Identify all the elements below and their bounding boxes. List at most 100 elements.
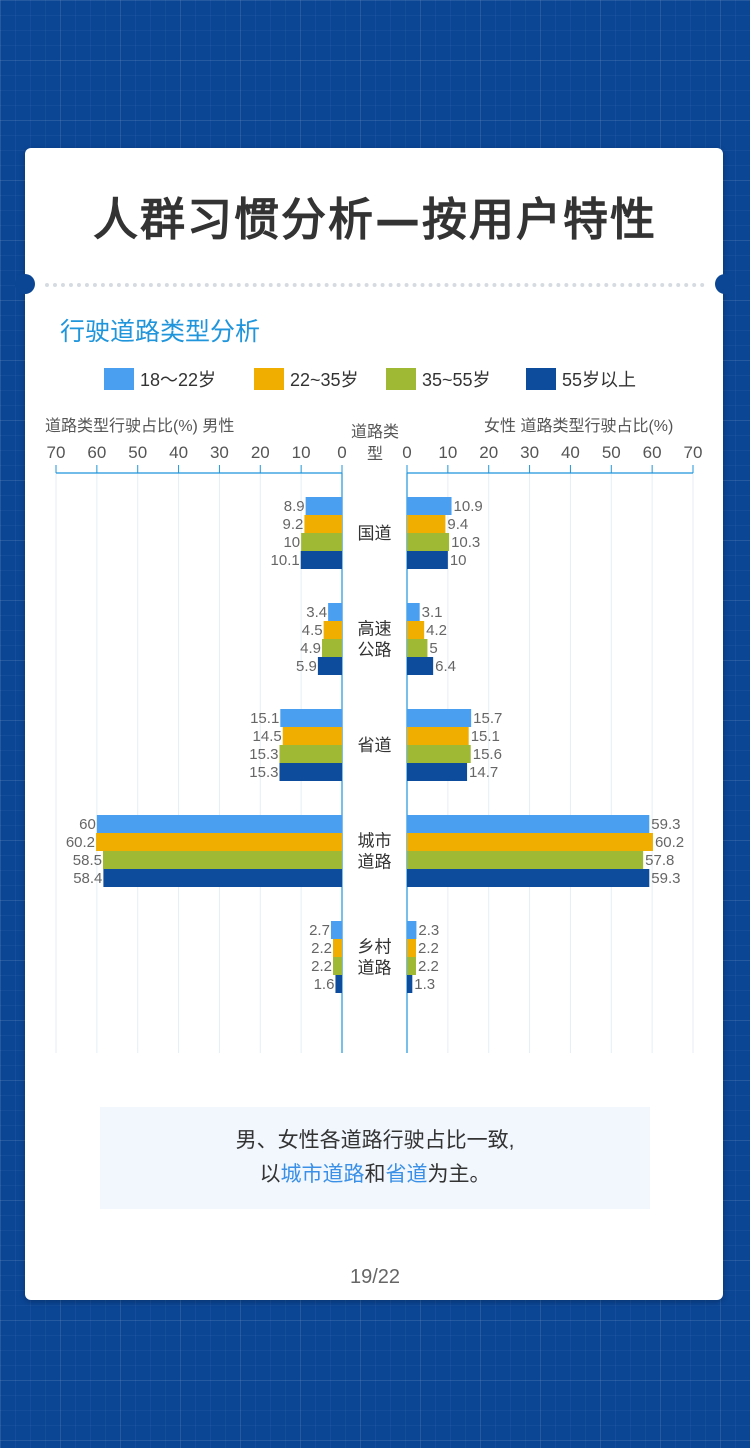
data-label-male-4-1: 2.2 (311, 940, 332, 957)
bar-female-1-3 (407, 657, 434, 675)
bar-female-0-0 (407, 497, 452, 515)
data-label-male-0-0: 8.9 (284, 498, 305, 515)
bar-male-4-1 (333, 939, 342, 957)
category-label-2: 省道 (358, 736, 392, 756)
legend-item-3: 35~55岁 (386, 366, 491, 392)
tick-label-female-40: 40 (561, 443, 580, 462)
tick-label-female-70: 70 (684, 443, 703, 462)
category-label-0: 国道 (358, 524, 392, 544)
bar-female-1-0 (407, 603, 420, 621)
data-label-female-0-3: 10 (450, 552, 467, 569)
data-label-female-2-1: 15.1 (471, 728, 500, 745)
data-label-female-1-0: 3.1 (422, 604, 443, 621)
bar-female-2-1 (407, 727, 469, 745)
data-label-male-2-0: 15.1 (250, 710, 279, 727)
data-label-male-0-3: 10.1 (271, 552, 300, 569)
tick-label-female-0: 0 (402, 443, 411, 462)
tick-label-male-40: 40 (169, 443, 188, 462)
data-label-male-1-2: 4.9 (300, 640, 321, 657)
data-label-female-4-1: 2.2 (418, 940, 439, 957)
tick-label-male-20: 20 (251, 443, 270, 462)
bar-male-3-0 (96, 815, 342, 833)
tick-label-female-10: 10 (438, 443, 457, 462)
legend-item-1: 18～22岁 (104, 366, 216, 392)
bar-male-1-0 (328, 603, 342, 621)
bar-female-4-2 (407, 957, 416, 975)
bar-female-1-2 (407, 639, 428, 657)
bar-male-1-2 (321, 639, 342, 657)
bar-male-4-0 (330, 921, 342, 939)
legend-label-2: 22~35岁 (290, 370, 359, 390)
summary-box: 男、女性各道路行驶占比一致, 以城市道路和省道为主。 (100, 1107, 650, 1209)
data-label-female-2-2: 15.6 (473, 746, 502, 763)
bar-male-3-2 (102, 851, 342, 869)
data-label-male-2-3: 15.3 (249, 764, 278, 781)
data-label-male-0-2: 10 (283, 534, 300, 551)
card-notch-left-cover (15, 274, 35, 294)
tick-label-female-30: 30 (520, 443, 539, 462)
tick-label-male-70: 70 (47, 443, 66, 462)
data-label-male-2-2: 15.3 (249, 746, 278, 763)
bar-female-2-2 (407, 745, 471, 763)
legend-swatch-1 (104, 368, 134, 390)
bar-female-3-2 (407, 851, 644, 869)
tick-label-male-30: 30 (210, 443, 229, 462)
tick-label-female-50: 50 (602, 443, 621, 462)
tick-label-male-0: 0 (337, 443, 346, 462)
legend-item-2: 22~35岁 (254, 366, 359, 392)
bar-male-0-3 (300, 551, 342, 569)
bar-female-0-1 (407, 515, 446, 533)
data-label-male-4-0: 2.7 (309, 922, 330, 939)
bar-male-3-1 (96, 833, 342, 851)
tick-label-male-10: 10 (292, 443, 311, 462)
section-title: 行驶道路类型分析 (60, 317, 261, 346)
data-label-male-1-0: 3.4 (306, 604, 327, 621)
tick-label-female-60: 60 (643, 443, 662, 462)
data-label-female-3-1: 60.2 (655, 834, 684, 851)
data-label-female-0-1: 9.4 (447, 516, 468, 533)
bar-female-2-3 (407, 763, 468, 781)
data-label-female-0-0: 10.9 (454, 498, 483, 515)
bar-male-0-2 (301, 533, 342, 551)
page-number: 19/22 (349, 1266, 401, 1288)
tick-label-male-50: 50 (128, 443, 147, 462)
tick-label-male-60: 60 (87, 443, 106, 462)
legend-swatch-2 (254, 368, 284, 390)
page-title: 人群习惯分析—按用户特性 (92, 193, 657, 246)
bar-female-3-3 (407, 869, 650, 887)
bar-male-2-2 (279, 745, 342, 763)
bar-female-4-0 (407, 921, 417, 939)
data-label-male-4-3: 1.6 (314, 976, 335, 993)
female-axis-caption: 女性 道路类型行驶占比(%) (484, 418, 674, 435)
bar-female-4-1 (407, 939, 416, 957)
summary-text-post: 为主。 (427, 1163, 491, 1186)
summary-highlight-provincial-road: 省道 (385, 1163, 428, 1186)
bar-male-4-3 (335, 975, 342, 993)
bar-female-2-0 (407, 709, 472, 727)
data-label-female-4-2: 2.2 (418, 958, 439, 975)
data-label-male-3-3: 58.4 (73, 870, 102, 887)
data-label-female-3-0: 59.3 (651, 816, 680, 833)
bar-male-4-2 (333, 957, 342, 975)
data-label-female-3-2: 57.8 (645, 852, 674, 869)
data-label-male-3-0: 60 (79, 816, 96, 833)
bar-male-2-3 (279, 763, 342, 781)
data-label-female-1-3: 6.4 (435, 658, 456, 675)
tick-label-female-20: 20 (479, 443, 498, 462)
bar-male-1-1 (323, 621, 342, 639)
legend-item-4: 55岁以上 (526, 366, 636, 392)
data-label-female-3-3: 59.3 (651, 870, 680, 887)
category-label-1: 高速公路 (358, 620, 392, 661)
bar-male-3-3 (103, 869, 342, 887)
chart-legend: 18～22岁 22~35岁 35~55岁 55岁以上 (0, 366, 750, 392)
data-label-female-1-2: 5 (429, 640, 437, 657)
data-label-female-4-0: 2.3 (418, 922, 439, 939)
legend-label-3: 35~55岁 (422, 370, 491, 390)
bar-male-2-0 (280, 709, 342, 727)
data-label-male-1-1: 4.5 (302, 622, 323, 639)
butterfly-bar-chart: 0 0 10 10 20 20 30 30 40 40 50 50 60 60 70 70 8.9 10.9 9.2… (47, 443, 703, 1053)
data-label-male-2-1: 14.5 (253, 728, 282, 745)
category-label-4: 乡村道路 (358, 938, 392, 979)
road-type-caption: 道路类型 (350, 424, 399, 463)
data-label-male-4-2: 2.2 (311, 958, 332, 975)
